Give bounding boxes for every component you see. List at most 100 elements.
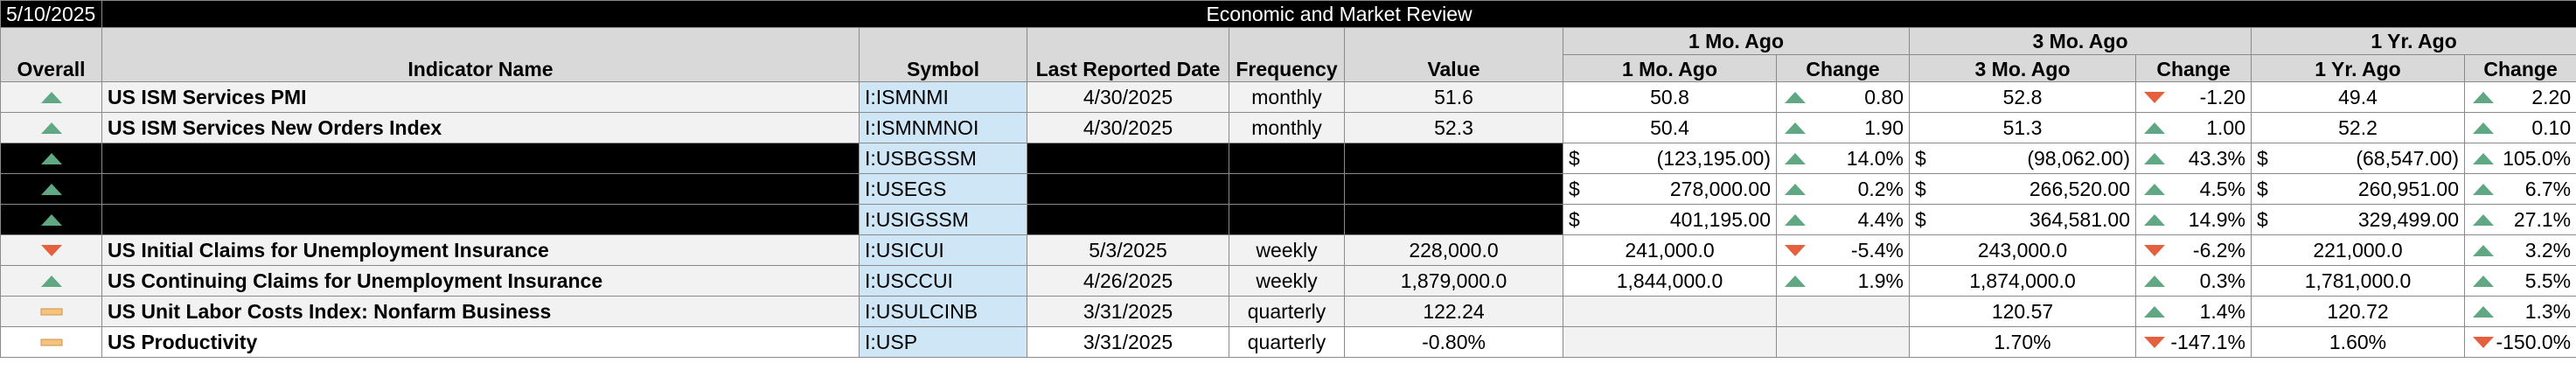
trend-icon xyxy=(2473,214,2494,226)
trend-icon xyxy=(2144,92,2165,103)
trend-shape xyxy=(40,339,62,346)
trend-shape xyxy=(2144,184,2165,195)
trend-icon xyxy=(2144,245,2165,256)
period-value: $329,499.00 xyxy=(2251,204,2465,235)
change-wrap: 0.10 xyxy=(2470,116,2571,140)
change-value: 0.3% xyxy=(2199,269,2245,292)
value-wrap: 50.8 xyxy=(1569,86,1771,109)
report-date: 5/10/2025 xyxy=(0,0,102,28)
trend-icon xyxy=(40,276,62,287)
trend-shape xyxy=(40,308,62,316)
change-value: 5.5% xyxy=(2524,269,2572,292)
amount: 120.72 xyxy=(2327,299,2389,323)
trend-shape xyxy=(2473,153,2494,164)
column-header: Change xyxy=(2463,54,2576,82)
amount: 260,951.00 xyxy=(2357,177,2459,200)
symbol: I:ISMNMI xyxy=(859,81,1027,113)
empty-cell xyxy=(1563,296,1777,327)
trend-icon xyxy=(1785,276,1806,287)
change-wrap: 4.5% xyxy=(2141,178,2245,201)
period-change: 1.00 xyxy=(2135,112,2252,143)
amount: 1,781,000.0 xyxy=(2304,269,2412,292)
trend-icon xyxy=(2144,306,2165,318)
period-change: 4.4% xyxy=(1776,204,1910,235)
period-change: -1.20 xyxy=(2135,81,2252,113)
column-header: Last Reported Date xyxy=(1027,27,1229,82)
trend-shape xyxy=(40,276,62,287)
trend-icon xyxy=(40,122,62,134)
amount: 278,000.00 xyxy=(1669,177,1771,200)
currency: $ xyxy=(2257,177,2268,200)
trend-icon xyxy=(2144,122,2165,134)
change-value: 1.3% xyxy=(2524,299,2572,323)
amount: 52.2 xyxy=(2338,115,2378,139)
symbol: I:USICUI xyxy=(859,234,1027,266)
period-change: 1.4% xyxy=(2135,296,2252,327)
data-row: I:USEGS $278,000.00 0.2% $266,520.00 4.5% $26… xyxy=(0,173,2576,205)
data-row: US ISM Services PMI I:ISMNMI 4/30/2025 mont… xyxy=(0,81,2576,113)
value-wrap: 120.72 xyxy=(2257,300,2459,324)
change-wrap: 43.3% xyxy=(2141,147,2245,171)
trend-shape xyxy=(2473,184,2494,195)
symbol: I:USP xyxy=(859,326,1027,358)
period-value: 1,844,000.0 xyxy=(1563,265,1777,297)
trend-shape xyxy=(40,214,62,226)
period-value: $401,195.00 xyxy=(1563,204,1777,235)
amount: (98,062.00) xyxy=(2027,146,2130,170)
empty-cell xyxy=(1776,296,1910,327)
change-value: 27.1% xyxy=(2513,207,2572,231)
change-wrap: -150.0% xyxy=(2470,331,2571,354)
change-value: 43.3% xyxy=(2188,146,2245,170)
column-header: Symbol xyxy=(859,27,1027,82)
period-value: 120.72 xyxy=(2251,296,2465,327)
trend-shape xyxy=(2144,153,2165,164)
value-wrap: $266,520.00 xyxy=(1915,178,2130,201)
trend-icon xyxy=(1785,184,1806,195)
trend-shape xyxy=(2473,245,2494,256)
column-header: Change xyxy=(1776,54,1910,82)
currency: $ xyxy=(1915,177,1926,200)
trend-shape xyxy=(2473,306,2494,318)
period-change: -150.0% xyxy=(2463,326,2576,358)
change-wrap: 6.7% xyxy=(2470,178,2571,201)
redacted-cell xyxy=(101,173,860,205)
trend-icon xyxy=(1785,92,1806,103)
column-header: Frequency xyxy=(1229,27,1345,82)
column-header: Value xyxy=(1344,27,1563,82)
change-wrap: 4.4% xyxy=(1782,208,1904,232)
value-wrap: 221,000.0 xyxy=(2257,239,2459,262)
trend-icon xyxy=(40,245,62,256)
period-value: 52.2 xyxy=(2251,112,2465,143)
symbol: I:USEGS xyxy=(859,173,1027,205)
overall-cell xyxy=(0,143,102,174)
value-wrap: 50.4 xyxy=(1569,116,1771,140)
overall-cell xyxy=(0,204,102,235)
table-body: 5/10/2025 Economic and Market Review Overa… xyxy=(0,0,2576,358)
trend-icon xyxy=(1785,153,1806,164)
period-change: 43.3% xyxy=(2135,143,2252,174)
change-value: 1.00 xyxy=(2206,115,2245,139)
currency: $ xyxy=(1569,207,1580,231)
trend-icon xyxy=(1785,122,1806,134)
amount: 401,195.00 xyxy=(1669,207,1771,231)
redacted-cell xyxy=(1229,204,1345,235)
trend-shape xyxy=(1785,276,1806,287)
change-value: 1.4% xyxy=(2199,299,2245,323)
period-change: 14.0% xyxy=(1776,143,1910,174)
amount: 1.60% xyxy=(2329,330,2387,353)
overall-cell xyxy=(0,234,102,266)
overall-cell xyxy=(0,326,102,358)
trend-icon xyxy=(2144,184,2165,195)
value-wrap: 1.70% xyxy=(1915,331,2130,354)
data-row: US Productivity I:USP 3/31/2025 quarterly -0… xyxy=(0,326,2576,358)
period-value: 120.57 xyxy=(1909,296,2136,327)
period-value: 51.3 xyxy=(1909,112,2136,143)
period-value: 1.60% xyxy=(2251,326,2465,358)
currency: $ xyxy=(2257,146,2268,170)
amount: 266,520.00 xyxy=(2029,177,2130,200)
change-value: 1.90 xyxy=(1864,115,1904,139)
redacted-cell xyxy=(101,204,860,235)
amount: 1.70% xyxy=(1994,330,2051,353)
data-row: I:USBGSSM $ (123,195.00) 14.0% $ (98,062.00) 4… xyxy=(0,143,2576,174)
